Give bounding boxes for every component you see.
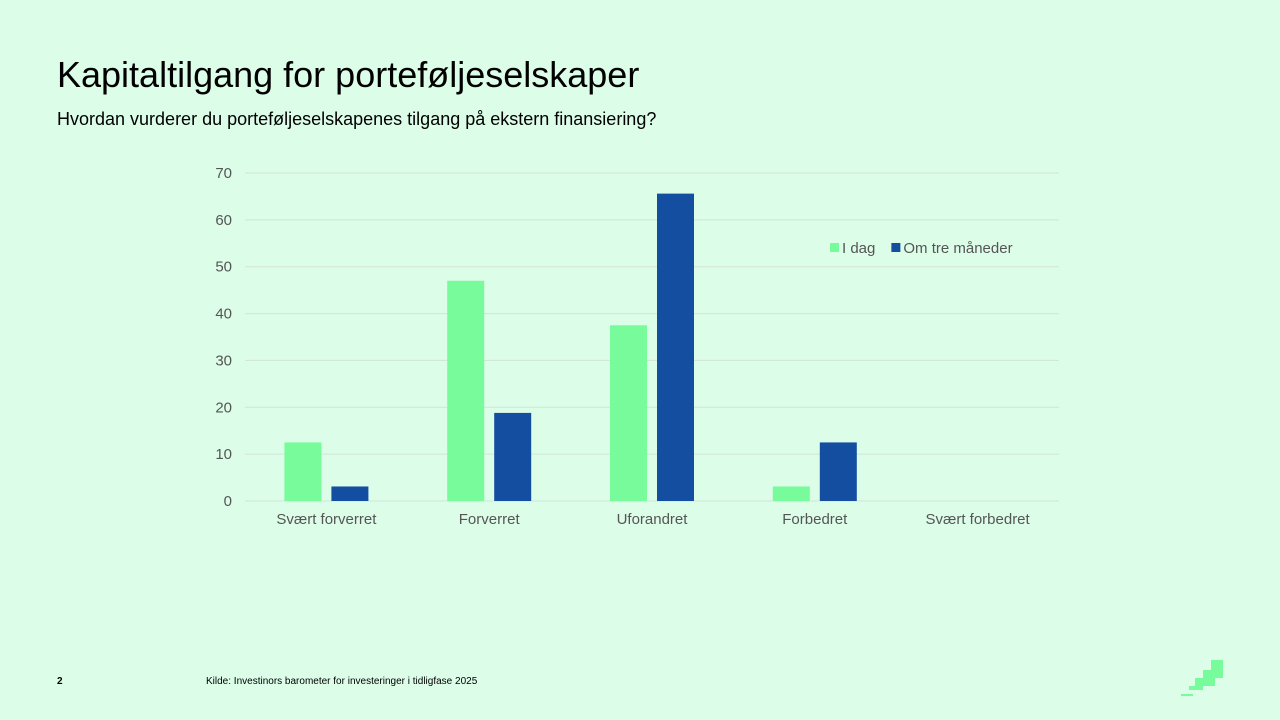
stair-step-logo-icon (1181, 660, 1223, 696)
x-tick-label: Forverret (459, 511, 521, 528)
bar (447, 280, 485, 501)
page-number: 2 (57, 676, 63, 687)
y-tick-label: 30 (215, 352, 232, 369)
y-tick-label: 20 (215, 399, 232, 416)
legend-label: Om tre måneder (903, 240, 1012, 257)
x-tick-label: Forbedret (782, 511, 848, 528)
legend-swatch (891, 243, 901, 252)
x-tick-label: Svært forbedret (925, 511, 1030, 528)
bar (657, 193, 694, 502)
y-tick-label: 40 (215, 306, 232, 323)
slide-title: Kapitaltilgang for porteføljeselskaper (57, 54, 640, 95)
x-tick-label: Svært forverret (276, 511, 377, 528)
bar-chart: 0 10 20 30 40 50 60 70 Svært forverret Forverret U… (215, 165, 1059, 528)
bar (610, 325, 647, 501)
y-tick-label: 70 (215, 165, 232, 182)
y-tick-label: 50 (215, 259, 232, 276)
bar (284, 442, 322, 501)
y-tick-label: 0 (224, 493, 232, 510)
legend-label: I dag (842, 240, 875, 257)
y-tick-label: 60 (215, 212, 232, 229)
legend-swatch (830, 243, 839, 252)
bar (494, 412, 532, 501)
bar (819, 442, 857, 501)
source-note: Kilde: Investinors barometer for investe… (206, 676, 478, 687)
bar (331, 486, 369, 501)
slide-subtitle: Hvordan vurderer du porteføljeselskapene… (57, 109, 657, 129)
bar (772, 486, 810, 501)
y-tick-label: 10 (215, 446, 232, 463)
x-tick-label: Uforandret (617, 511, 689, 528)
